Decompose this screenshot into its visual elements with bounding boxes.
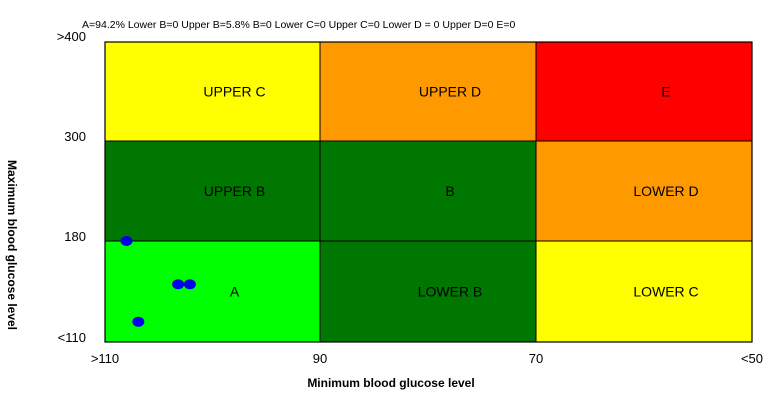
zone-layer (104, 41, 753, 343)
zone-label-e: E (661, 84, 670, 100)
zone-upper-b (104, 140, 321, 242)
zone-label-upper-b: UPPER B (204, 183, 265, 199)
zone-lower-d (535, 140, 753, 242)
zone-lower-c (535, 240, 753, 343)
summary-text: A=94.2% Lower B=0 Upper B=5.8% B=0 Lower… (82, 19, 516, 31)
zone-e (535, 41, 753, 142)
y-axis-label: Maximum blood glucose level (5, 159, 19, 331)
data-point (120, 236, 133, 246)
y-tick-label: <110 (58, 330, 86, 345)
zone-label-a: A (230, 284, 240, 300)
zone-label-lower-d: LOWER D (633, 183, 698, 199)
x-tick-label: <50 (741, 351, 763, 366)
zone-label-lower-b: LOWER B (418, 284, 483, 300)
data-point (183, 279, 196, 290)
x-tick-label: >110 (91, 351, 119, 366)
tick-layer: >110 90 70 <50 >400 300 180 <110 (57, 29, 763, 366)
data-point (172, 279, 185, 290)
zone-lower-b (319, 240, 537, 343)
y-tick-label: >400 (57, 29, 86, 44)
zone-label-layer: UPPER C UPPER D E UPPER B B LOWER D A LOWER B LO… (203, 84, 698, 300)
x-axis-label: Minimum blood glucose level (307, 376, 475, 390)
point-layer (120, 236, 196, 327)
x-tick-label: 70 (529, 351, 543, 366)
y-tick-label: 180 (64, 229, 86, 244)
y-tick-label: 300 (64, 129, 86, 144)
data-point (132, 316, 145, 327)
plot-frame (104, 41, 753, 343)
zone-label-b: B (445, 183, 454, 199)
zone-a (104, 240, 321, 343)
zone-label-lower-c: LOWER C (633, 284, 698, 300)
zone-label-upper-d: UPPER D (419, 84, 481, 100)
zone-label-upper-c: UPPER C (203, 84, 265, 100)
x-tick-label: 90 (313, 351, 327, 366)
zone-b (319, 140, 537, 242)
